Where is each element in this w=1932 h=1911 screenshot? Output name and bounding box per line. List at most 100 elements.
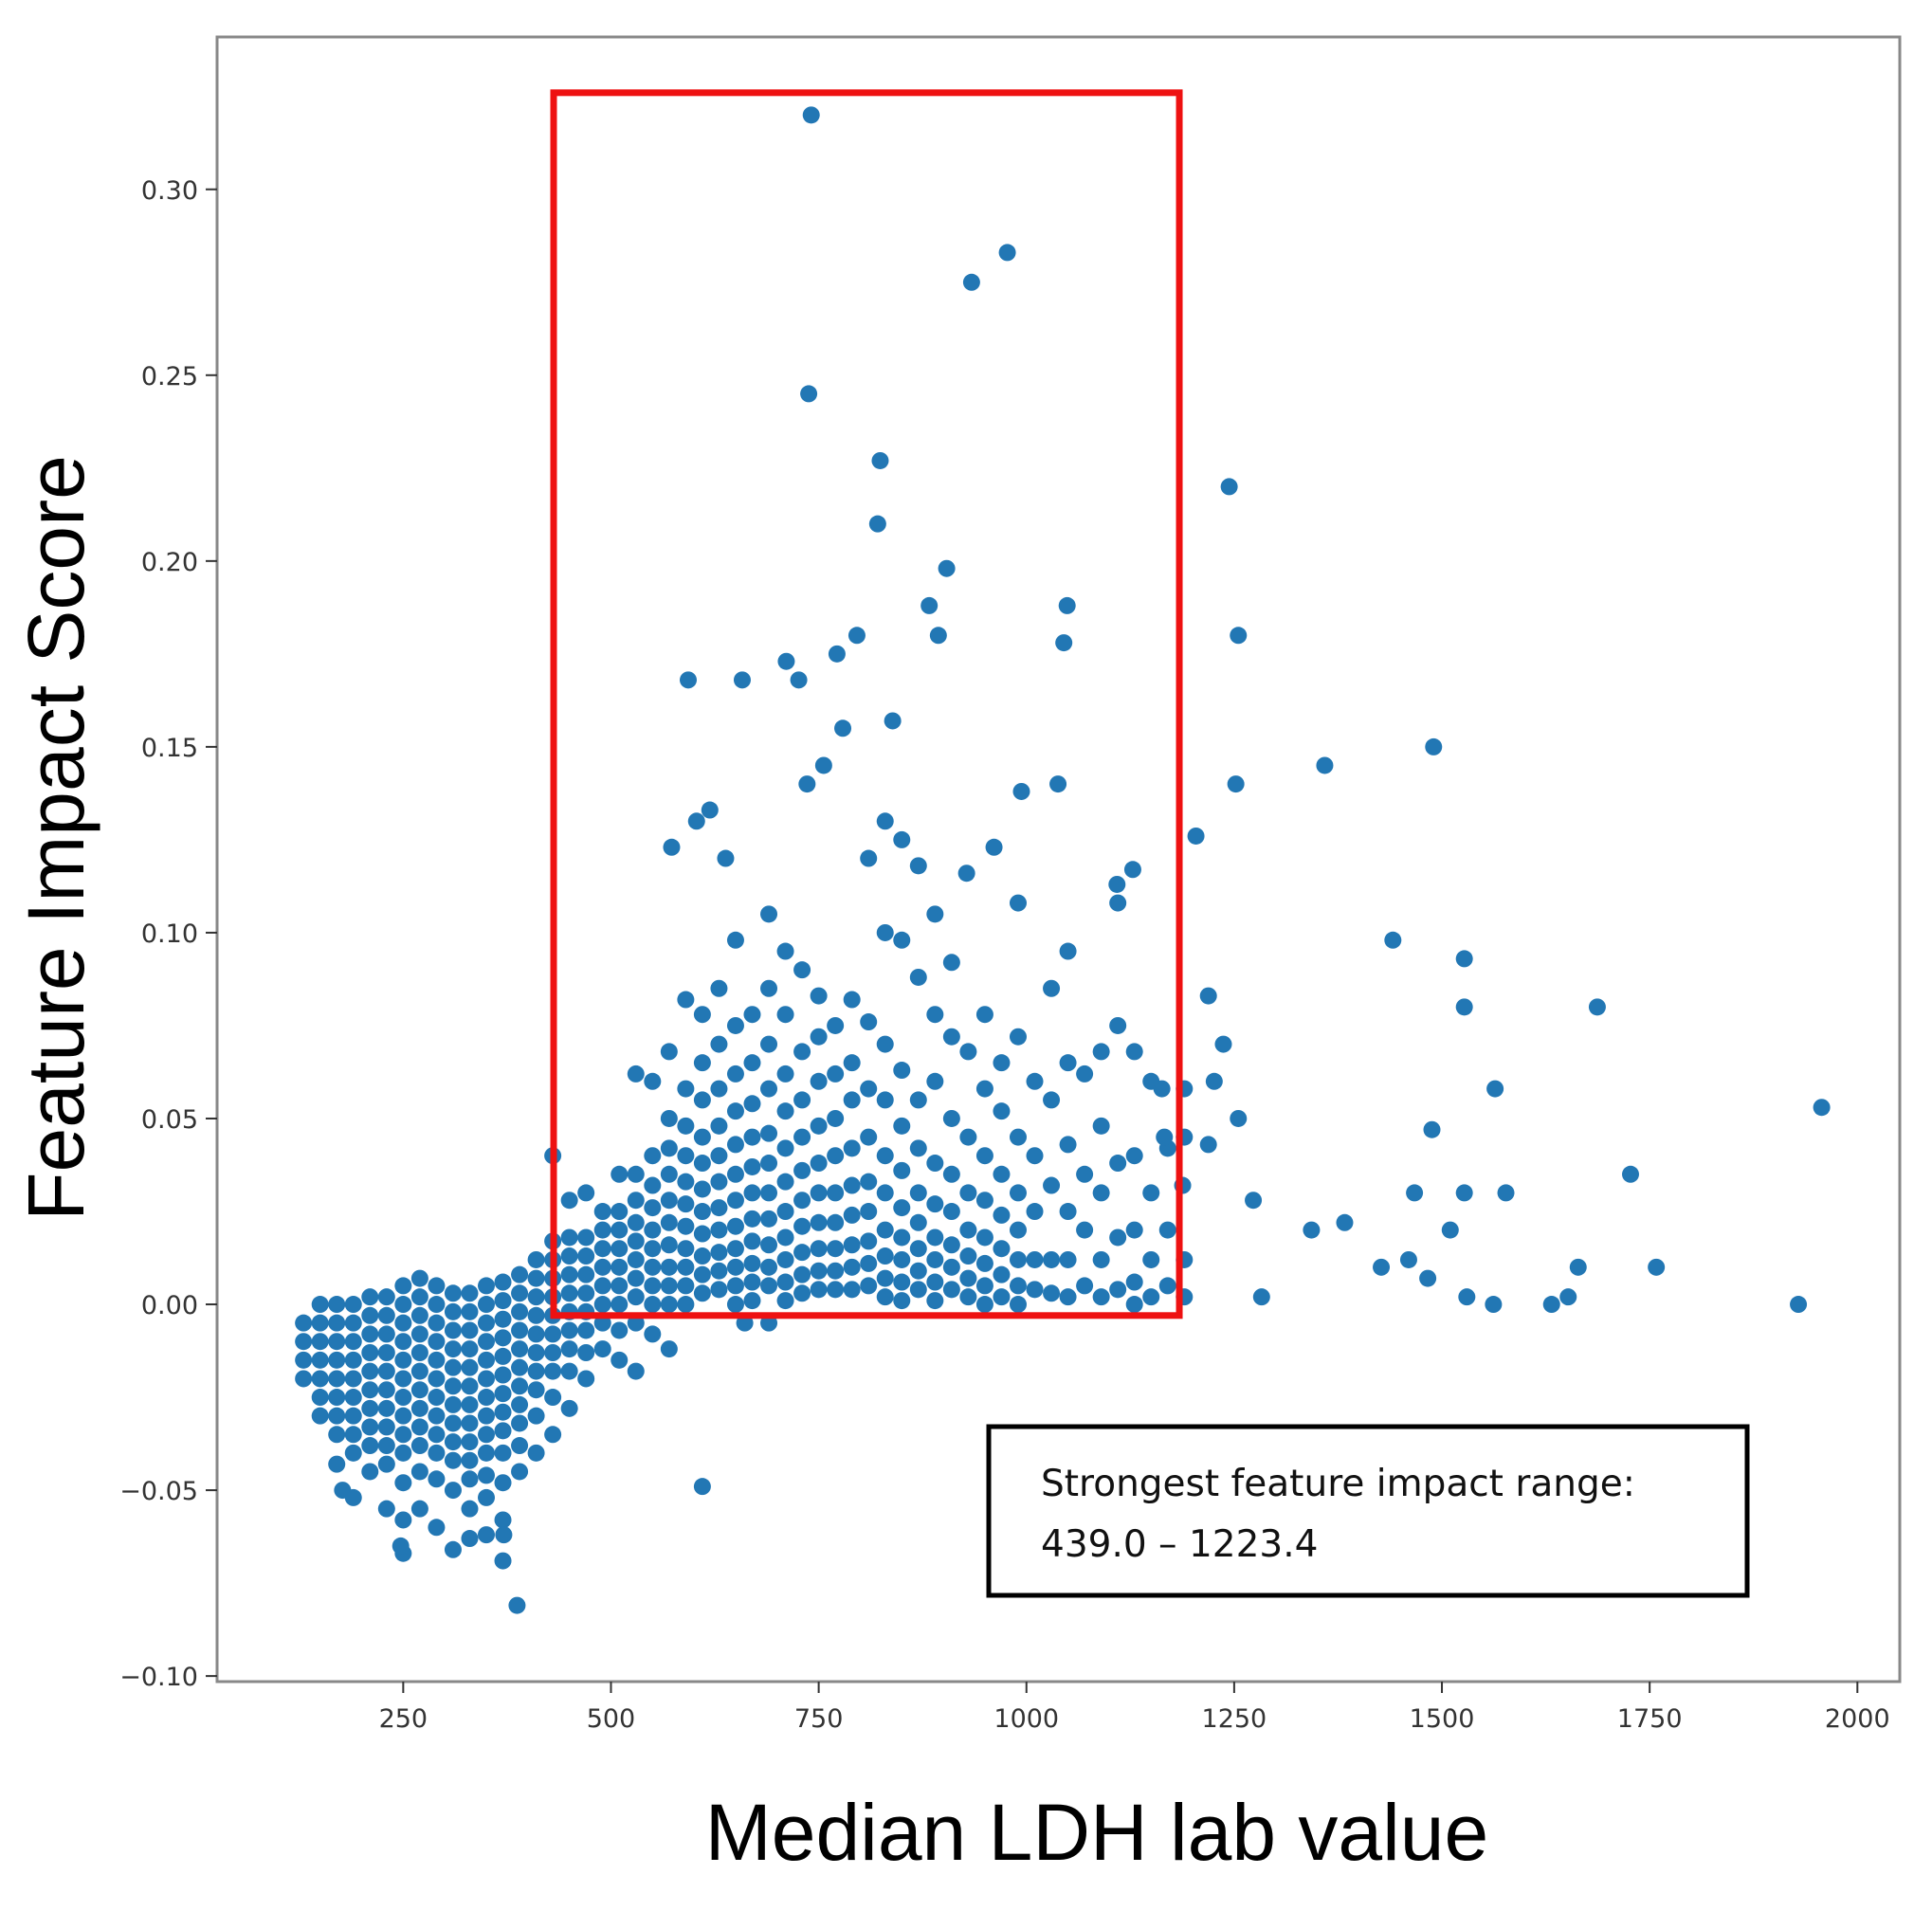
data-point xyxy=(478,1351,495,1369)
data-point xyxy=(1009,1184,1027,1202)
data-point xyxy=(975,1254,993,1272)
data-point xyxy=(1142,1250,1160,1268)
data-point xyxy=(743,1128,761,1146)
data-point xyxy=(611,1277,629,1295)
data-point xyxy=(975,1277,993,1295)
data-point xyxy=(710,1281,728,1299)
data-point xyxy=(687,812,705,830)
data-point xyxy=(428,1370,446,1388)
data-point xyxy=(959,1043,977,1061)
data-point xyxy=(760,1236,778,1254)
data-point xyxy=(776,1228,794,1247)
data-point xyxy=(377,1418,395,1436)
data-point xyxy=(776,1250,794,1268)
y-tick-label: 0.00 xyxy=(141,1291,198,1320)
data-point xyxy=(929,627,947,645)
annotation-box: Strongest feature impact range: 439.0 – … xyxy=(986,1424,1750,1598)
data-point xyxy=(693,1006,711,1024)
data-point xyxy=(793,1161,811,1179)
data-point xyxy=(377,1399,395,1417)
data-point xyxy=(1559,1288,1577,1306)
data-point xyxy=(926,1273,944,1291)
data-point xyxy=(710,1221,728,1239)
data-point xyxy=(909,1281,927,1299)
y-tick-label: −0.10 xyxy=(119,1663,198,1692)
data-point xyxy=(710,1173,728,1191)
data-point xyxy=(377,1455,395,1473)
data-point xyxy=(428,1277,446,1295)
data-point xyxy=(494,1329,512,1347)
data-point xyxy=(1043,1284,1061,1302)
data-point xyxy=(593,1340,611,1358)
data-point xyxy=(660,1043,678,1061)
data-point xyxy=(461,1500,479,1518)
data-point xyxy=(478,1370,495,1388)
data-point xyxy=(511,1463,529,1481)
data-point xyxy=(993,1288,1011,1306)
data-point xyxy=(544,1362,562,1380)
data-point xyxy=(428,1470,446,1488)
data-point xyxy=(344,1351,362,1369)
data-point xyxy=(926,1228,944,1247)
data-point xyxy=(478,1488,495,1506)
data-point xyxy=(1252,1288,1270,1306)
data-point xyxy=(344,1389,362,1407)
data-point xyxy=(444,1340,462,1358)
data-point xyxy=(511,1265,529,1283)
data-point xyxy=(311,1407,329,1425)
data-point xyxy=(311,1351,329,1369)
data-point xyxy=(495,1526,513,1544)
data-point xyxy=(1109,894,1127,912)
data-point xyxy=(726,1065,744,1083)
data-point xyxy=(810,987,828,1005)
data-point xyxy=(627,1288,645,1306)
data-point xyxy=(793,961,811,979)
data-point xyxy=(909,1091,927,1109)
data-point xyxy=(328,1455,346,1473)
data-point xyxy=(1108,875,1126,893)
data-point xyxy=(1009,894,1027,912)
data-point xyxy=(577,1184,595,1202)
data-point xyxy=(959,1128,977,1146)
data-point xyxy=(993,1165,1011,1183)
data-point xyxy=(827,1016,845,1034)
data-point xyxy=(810,1184,828,1202)
data-point xyxy=(743,1095,761,1113)
y-tick-label: 0.10 xyxy=(141,919,198,949)
data-point xyxy=(760,1155,778,1173)
data-point xyxy=(726,1217,744,1235)
data-point xyxy=(1569,1258,1587,1276)
data-point xyxy=(394,1407,412,1425)
data-point xyxy=(461,1451,479,1469)
data-point xyxy=(1399,1250,1417,1268)
data-point xyxy=(444,1540,462,1558)
data-point xyxy=(793,1265,811,1283)
data-point xyxy=(527,1344,545,1361)
data-point xyxy=(959,1288,977,1306)
data-point xyxy=(560,1340,578,1358)
data-point xyxy=(660,1296,678,1314)
data-point xyxy=(743,1292,761,1310)
data-point xyxy=(660,1258,678,1276)
data-point xyxy=(677,1240,695,1258)
data-point xyxy=(1373,1258,1391,1276)
data-point xyxy=(328,1333,346,1351)
data-point xyxy=(361,1399,379,1417)
data-point xyxy=(776,1203,794,1221)
data-point xyxy=(511,1358,529,1376)
data-point xyxy=(461,1530,479,1548)
data-point xyxy=(1125,1147,1143,1165)
data-point xyxy=(1336,1213,1354,1231)
data-point xyxy=(793,1192,811,1210)
data-point xyxy=(361,1288,379,1306)
data-point xyxy=(444,1321,462,1339)
data-point xyxy=(1125,1273,1143,1291)
data-point xyxy=(926,1195,944,1213)
data-point xyxy=(478,1333,495,1351)
data-point xyxy=(975,1147,993,1165)
data-point xyxy=(428,1444,446,1462)
data-point xyxy=(394,1296,412,1314)
data-point xyxy=(710,1147,728,1165)
data-point xyxy=(410,1306,428,1324)
data-point xyxy=(1076,1277,1094,1295)
